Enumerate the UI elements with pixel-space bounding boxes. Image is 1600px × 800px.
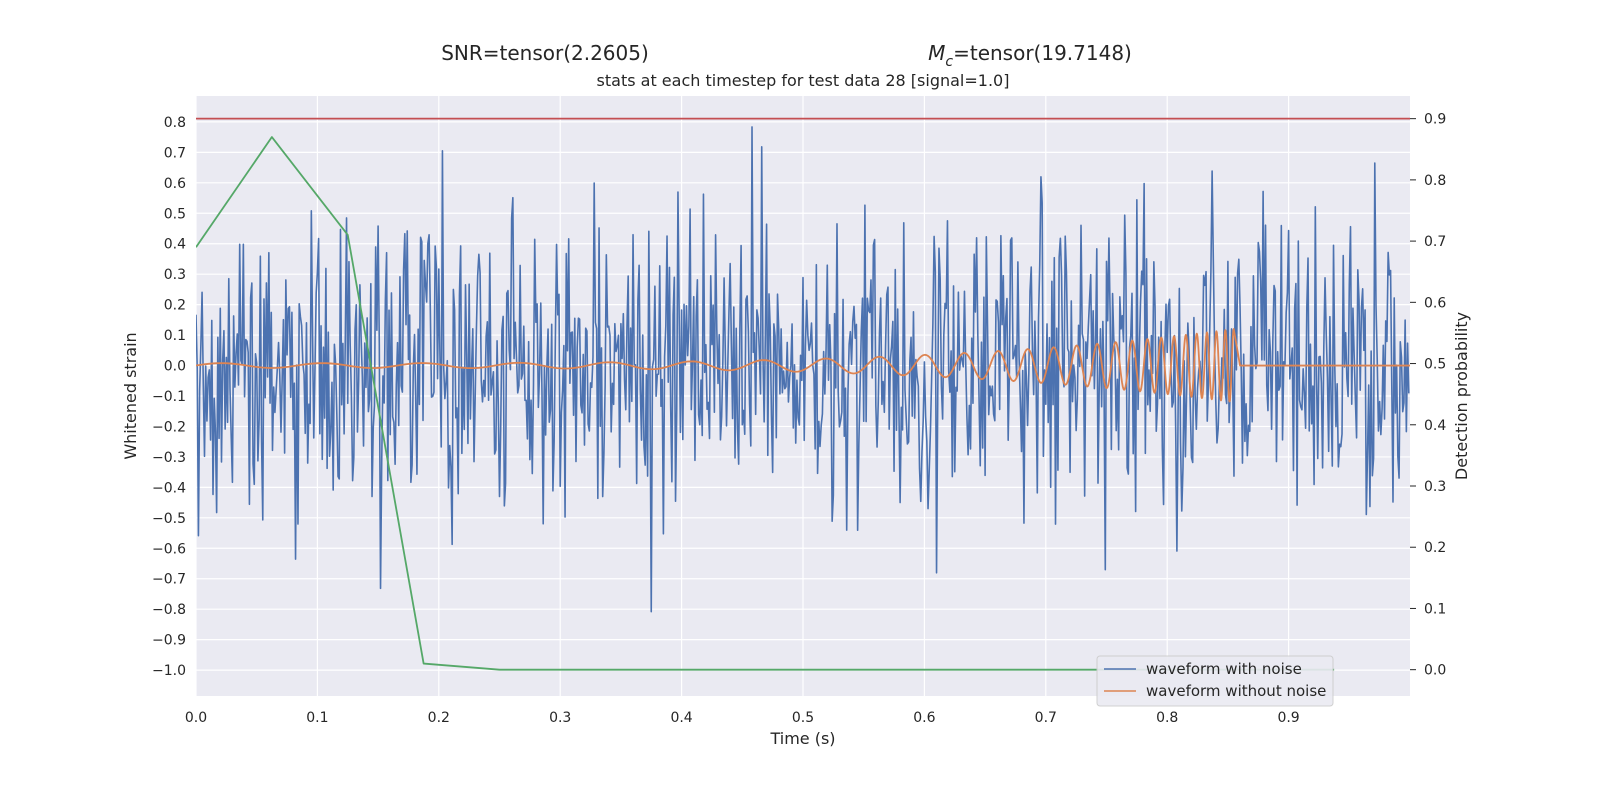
chirp-mass-value: =tensor(19.7148) [953, 41, 1132, 65]
x-tick-label: 0.7 [1035, 710, 1057, 726]
grid-lines [195, 96, 1410, 696]
series-layer [196, 117, 1410, 671]
x-tick-label: 0.9 [1277, 710, 1299, 726]
y-right-tick-label: 0.4 [1424, 418, 1446, 434]
y-right-tick-label: 0.3 [1424, 479, 1446, 495]
y-right-tick-label: 0.8 [1424, 173, 1446, 189]
x-tick-label: 0.0 [185, 710, 207, 726]
y-tick-label: −0.7 [152, 572, 186, 588]
y-right-tick-label: 0.2 [1424, 540, 1446, 556]
y-tick-label: 0.1 [164, 328, 186, 344]
suptitle-chirp-mass: Mc=tensor(19.7148) [928, 41, 1132, 70]
legend: waveform with noise waveform without noi… [1096, 655, 1334, 707]
chirp-mass-subscript: c [945, 54, 953, 70]
y-tick-label: −0.4 [152, 480, 186, 496]
y-tick-label: −0.3 [152, 450, 186, 466]
series-waveform-with-noise [196, 126, 1410, 613]
y-tick-label: 0.0 [164, 359, 186, 375]
y-axis-right-label: Detection probability [1452, 312, 1471, 480]
x-tick-label: 0.3 [549, 710, 571, 726]
y-tick-label: 0.5 [164, 206, 186, 222]
y-right-tick-label: 0.0 [1424, 663, 1446, 679]
y-tick-label: −1.0 [152, 663, 186, 679]
x-tick-label: 0.6 [913, 710, 935, 726]
y-tick-label: 0.8 [164, 115, 186, 131]
axis-ticks: 0.0 0.1 0.2 0.3 0.4 0.5 0.6 0.7 0.8 0.9 0.8 0.7 0.6 0… [152, 112, 1446, 726]
y-tick-label: −0.8 [152, 602, 186, 618]
y-tick-label: −0.1 [152, 389, 186, 405]
series-waveform-without-noise [196, 328, 1410, 403]
y-right-tick-label: 0.6 [1424, 295, 1446, 311]
x-tick-label: 0.2 [428, 710, 450, 726]
y-tick-label: −0.6 [152, 541, 186, 557]
y-tick-label: 0.7 [164, 145, 186, 161]
y-right-tick-label: 0.7 [1424, 234, 1446, 250]
y-tick-label: −0.9 [152, 633, 186, 649]
x-tick-label: 0.4 [670, 710, 692, 726]
y-axis-label: Whitened strain [121, 332, 140, 459]
chirp-mass-symbol: M [928, 41, 945, 65]
y-tick-label: 0.4 [164, 237, 186, 253]
legend-label-noise: waveform with noise [1146, 660, 1302, 678]
y-right-tick-label: 0.1 [1424, 601, 1446, 617]
y-tick-label: 0.2 [164, 298, 186, 314]
y-tick-label: 0.6 [164, 176, 186, 192]
legend-label-clean: waveform without noise [1146, 682, 1326, 700]
suptitle-snr: SNR=tensor(2.2605) [441, 41, 649, 65]
y-tick-label: −0.2 [152, 419, 186, 435]
chart-title: stats at each timestep for test data 28 … [597, 71, 1010, 90]
x-axis-label: Time (s) [769, 729, 835, 748]
y-tick-label: −0.5 [152, 511, 186, 527]
legend-box [1096, 655, 1334, 707]
y-tick-label: 0.3 [164, 267, 186, 283]
x-tick-label: 0.5 [792, 710, 814, 726]
x-tick-label: 0.1 [306, 710, 328, 726]
y-right-tick-label: 0.9 [1424, 112, 1446, 128]
y-right-tick-label: 0.5 [1424, 357, 1446, 373]
x-tick-label: 0.8 [1156, 710, 1178, 726]
